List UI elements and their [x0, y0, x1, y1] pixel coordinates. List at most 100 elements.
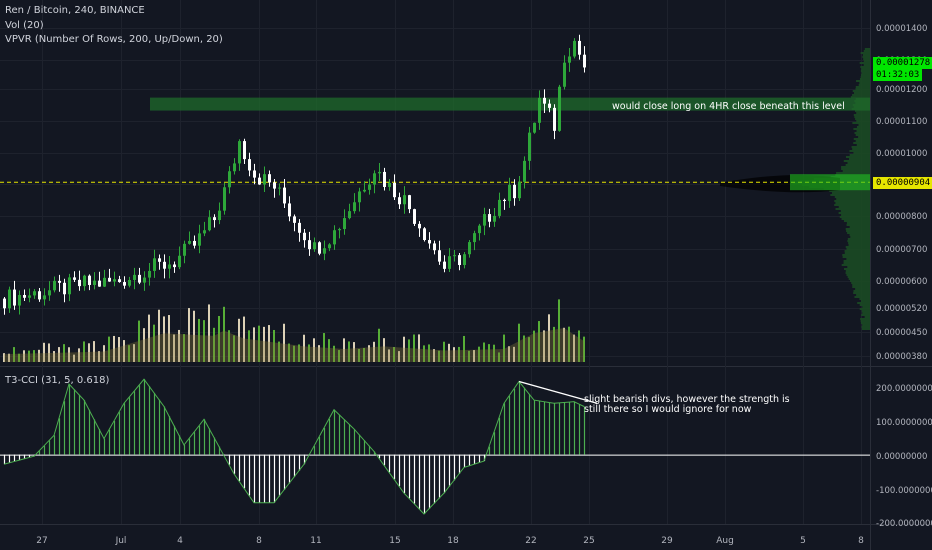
vpvr-row [863, 64, 870, 66]
volume-bar [573, 334, 575, 362]
candle-body [453, 255, 456, 257]
volume-bar [483, 342, 485, 362]
vpvr-row [862, 54, 870, 56]
cci-histogram [0, 378, 870, 515]
volume-bar [33, 350, 35, 362]
vpvr-row [852, 286, 870, 288]
vpvr-row [859, 308, 870, 310]
vpvr-row [858, 124, 870, 126]
vpvr-row [860, 76, 870, 78]
candle-body [78, 279, 81, 287]
candle-body [398, 197, 401, 205]
volume-bar [518, 323, 520, 362]
volume-bar [128, 345, 130, 362]
volume-bar [98, 351, 100, 362]
vpvr-row [842, 254, 870, 256]
volume-bar [248, 330, 250, 362]
price-tick-label: 0.00001200 [876, 85, 927, 95]
volume-bar [48, 343, 50, 362]
candle-body [413, 209, 416, 224]
price-tick-label: 0.00001100 [876, 117, 927, 127]
volume-bar [78, 348, 80, 362]
volume-bar [73, 354, 75, 362]
candle-body [68, 277, 71, 295]
candle-body [113, 279, 116, 282]
candle-body [53, 280, 56, 291]
volume-bar [363, 347, 365, 362]
vpvr-row [848, 158, 870, 160]
candle-body [583, 54, 586, 68]
vpvr-row [841, 218, 870, 220]
candle-body [128, 279, 131, 286]
time-tick-label: 22 [525, 536, 536, 546]
candle-body [278, 187, 281, 189]
candle-body [58, 280, 61, 283]
volume-bar [328, 339, 330, 362]
vpvr-row [843, 262, 870, 264]
vpvr-row [846, 222, 870, 224]
vpvr-row [850, 96, 870, 98]
vpvr-row [862, 312, 870, 314]
volume-bar [528, 337, 530, 362]
vpvr-row [860, 74, 870, 76]
volume-bar [238, 318, 240, 362]
vpvr-row [847, 240, 870, 242]
cci-tick-label: -100.00000000 [876, 486, 932, 496]
candle-body [283, 187, 286, 204]
volume-bar [88, 343, 90, 362]
candle-body [143, 277, 146, 283]
candle-body [203, 230, 206, 234]
volume-bar [398, 351, 400, 362]
volume-bar [318, 345, 320, 362]
candle-body [118, 279, 121, 283]
volume-bar [353, 342, 355, 362]
candle-body [423, 228, 426, 241]
zone-note: would close long on 4HR close beneath th… [612, 101, 845, 112]
volume-bar [533, 330, 535, 362]
vpvr-row [855, 118, 870, 120]
vpvr-row [861, 68, 870, 70]
vpvr-row [834, 204, 870, 206]
vpvr-row [852, 284, 870, 286]
volume-bar [293, 345, 295, 362]
candle-body [573, 40, 576, 57]
volume-bar [23, 350, 25, 362]
candle-body [298, 222, 301, 233]
vpvr-row [849, 280, 870, 282]
level-price-tag: 0.00000904 [873, 177, 932, 189]
vpvr-row [849, 150, 870, 152]
vpvr-row [843, 220, 870, 222]
price-tick-label: 0.00000800 [876, 212, 927, 222]
candle-body [363, 189, 366, 192]
vpvr-row [863, 60, 870, 62]
candle-body [153, 258, 156, 271]
candle-body [543, 97, 546, 104]
candle-body [228, 171, 231, 188]
volume-bar [503, 334, 505, 362]
candle-body [448, 256, 451, 269]
vpvr-row [836, 198, 870, 200]
candle-body [408, 195, 411, 210]
volume-bar [428, 344, 430, 362]
time-tick-label: 4 [177, 536, 183, 546]
candle-body [523, 160, 526, 182]
vpvr-row [845, 272, 870, 274]
vpvr-row [848, 244, 870, 246]
vpvr-row [860, 322, 870, 324]
vpvr-row [855, 88, 870, 90]
candle-body [218, 210, 221, 221]
candle-body [508, 184, 511, 202]
volume-bar [158, 309, 160, 362]
vpvr-row [855, 86, 870, 88]
vpvr-row [852, 90, 870, 92]
vpvr-row [847, 162, 870, 164]
volume-bar [28, 350, 30, 362]
candle-body [348, 211, 351, 219]
vpvr-row [847, 276, 870, 278]
volume-bar [538, 321, 540, 362]
level-highlight [790, 174, 870, 191]
candle-body [378, 171, 381, 174]
vpvr-row [845, 156, 870, 158]
volume-bar [213, 327, 215, 362]
